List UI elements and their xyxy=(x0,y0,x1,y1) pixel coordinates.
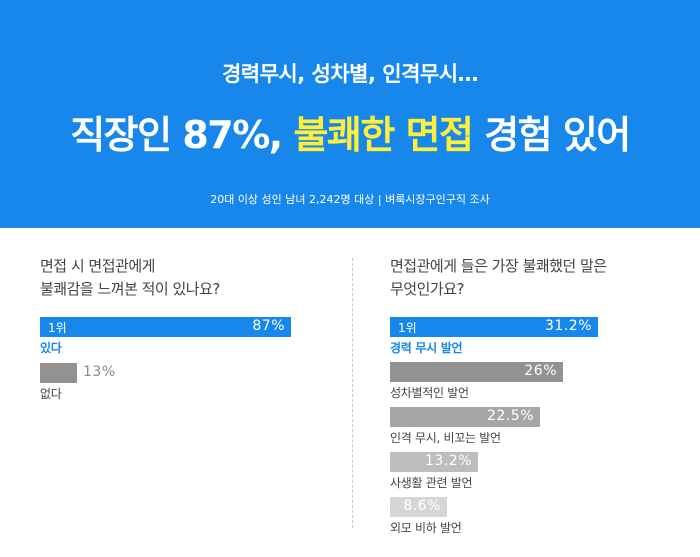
survey-source: 20대 이상 성인 남녀 2,242명 대상 | 벼룩시장구인구직 조사 xyxy=(210,193,490,206)
title-part-2: 경험 있어 xyxy=(472,113,631,157)
right-question-line-1: 면접관에게 들은 가장 불쾌했던 말은 xyxy=(390,257,607,275)
bar-5: 8.6% xyxy=(390,497,447,517)
rank-label: 1위 xyxy=(398,321,417,335)
category-label: 성차별적인 발언 xyxy=(390,386,469,400)
left-question: 면접 시 면접관에게 불쾌감을 느껴본 적이 있나요? xyxy=(40,255,220,301)
bar-value-label: 13.2% xyxy=(425,453,472,469)
title-part-1: 직장인 87%, xyxy=(70,113,294,157)
bar-3: 22.5% xyxy=(390,407,540,427)
title-highlight: 불쾌한 면접 xyxy=(293,113,474,157)
left-question-line-1: 면접 시 면접관에게 xyxy=(40,257,155,275)
right-question: 면접관에게 들은 가장 불쾌했던 말은 무엇인가요? xyxy=(390,255,607,301)
rank-label: 1위 xyxy=(48,321,67,335)
bar-1: 1위 87% xyxy=(40,317,291,337)
category-label: 경력 무시 발언 xyxy=(390,341,463,355)
bar-1: 1위 31.2% xyxy=(390,317,598,337)
header-banner: 경력무시, 성차별, 인격무시… 직장인 87%, 불쾌한 면접 경험 있어 2… xyxy=(0,0,700,228)
bar-2 xyxy=(40,363,77,383)
header-title: 직장인 87%, 불쾌한 면접 경험 있어 xyxy=(0,104,700,159)
right-question-line-2: 무엇인가요? xyxy=(390,280,464,298)
category-label: 있다 xyxy=(40,341,62,355)
bar-value-label: 31.2% xyxy=(545,318,592,334)
bar-2: 26% xyxy=(390,362,563,382)
header-subtitle: 경력무시, 성차별, 인격무시… xyxy=(221,62,479,86)
category-label: 외모 비하 발언 xyxy=(390,521,462,535)
bar-value-label: 87% xyxy=(252,318,285,334)
column-divider xyxy=(352,258,353,528)
bar-value-label: 13% xyxy=(83,364,116,380)
left-question-line-2: 불쾌감을 느껴본 적이 있나요? xyxy=(40,280,220,298)
bar-value-label: 22.5% xyxy=(487,408,534,424)
category-label: 사생활 관련 발언 xyxy=(390,476,473,490)
bar-value-label: 8.6% xyxy=(403,498,441,514)
category-label: 없다 xyxy=(40,387,62,401)
category-label: 인격 무시, 비꼬는 발언 xyxy=(390,431,501,445)
bar-4: 13.2% xyxy=(390,452,478,472)
bar-value-label: 26% xyxy=(524,363,557,379)
